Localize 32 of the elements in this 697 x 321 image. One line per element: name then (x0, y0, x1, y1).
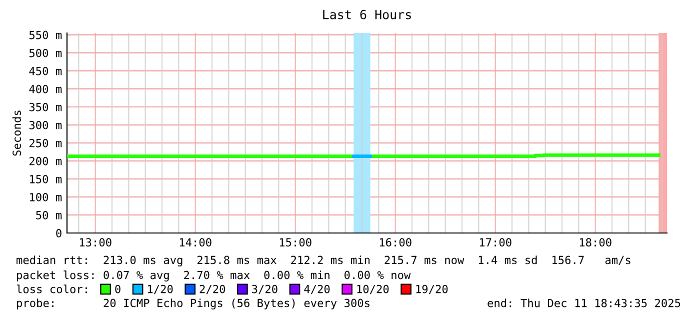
legend-label: 1/20 (148, 284, 173, 294)
x-tick-label: 17:00 (480, 238, 512, 247)
text: end: Thu Dec 11 18:43:35 2025 (488, 298, 680, 308)
text: probe: 20 ICMP Echo Pings (56 Bytes) every 300s (17, 298, 370, 310)
x-tick-label: 14:00 (180, 238, 212, 247)
y-tick-label: 200 m (30, 156, 62, 166)
y-tick-label: 100 m (30, 192, 62, 202)
y-tick-label: 400 m (29, 84, 62, 94)
y-axis-title: Seconds (12, 110, 21, 156)
x-tick-label: 15:00 (280, 238, 312, 247)
legend-label: 0 (115, 284, 120, 294)
y-tick-label: 550 m (29, 30, 62, 40)
y-tick-label: 300 m (29, 120, 62, 130)
y-tick-label: 500 m (29, 48, 62, 58)
legend-title: loss color: (16, 284, 87, 294)
legend-label: 2/20 (200, 284, 226, 294)
text: median rtt: 213.0 ms avg 215.8 ms max 212.2 ms min 215.7 ms now 1.4 ms sd 156.7 am/s (16, 256, 630, 266)
y-tick-label: 250 m (30, 138, 62, 148)
chart-title: Last 6 Hours (323, 10, 411, 20)
x-tick-label: 16:00 (380, 238, 412, 247)
legend-label: 10/20 (357, 284, 389, 294)
y-tick-label: 150 m (30, 174, 62, 184)
legend-label: 4/20 (304, 284, 330, 294)
x-tick-label: 13:00 (80, 238, 112, 247)
y-tick-label: 350 m (29, 102, 62, 112)
x-tick-label: 18:00 (580, 238, 612, 247)
legend-label: 19/20 (416, 284, 448, 294)
y-tick-label: 450 m (29, 66, 62, 76)
y-tick-label: 50 m (36, 210, 62, 220)
text: packet loss: 0.07 % avg 2.70 % max 0.00 % min 0.00 % now (17, 270, 411, 282)
y-tick-label: 0 (56, 229, 62, 238)
legend-label: 3/20 (252, 284, 278, 294)
